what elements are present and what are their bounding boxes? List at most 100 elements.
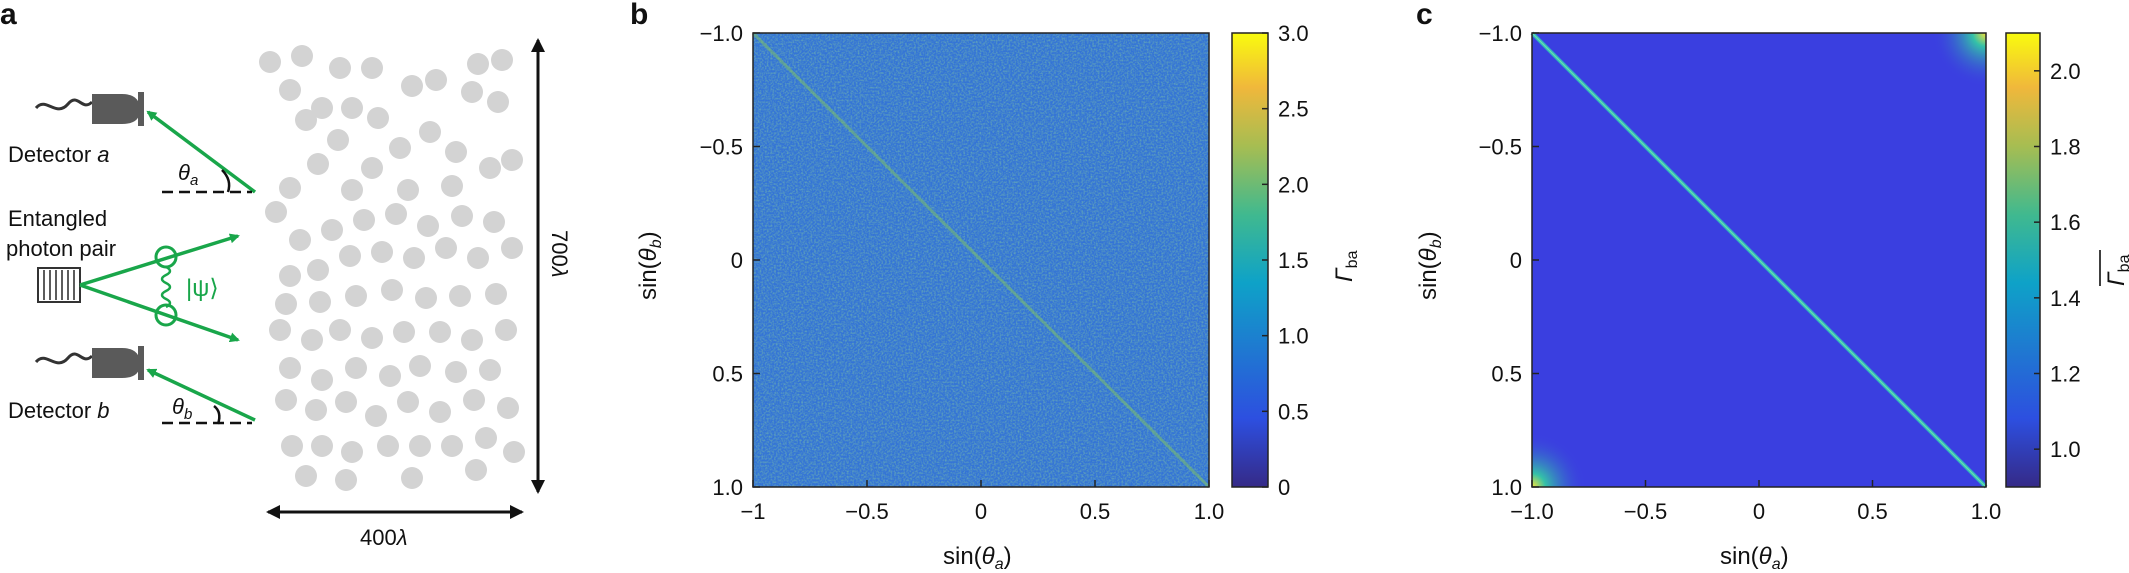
x-tick-label: 0.5 bbox=[1857, 499, 1888, 524]
scatterer bbox=[361, 327, 383, 349]
scatterer bbox=[451, 205, 473, 227]
scatterer bbox=[311, 369, 333, 391]
y-tick-label: 1.0 bbox=[1491, 475, 1522, 500]
y-tick-label: −1.0 bbox=[700, 21, 743, 46]
scatterer bbox=[295, 109, 317, 131]
scatterer bbox=[491, 49, 513, 71]
colorbar-tick-label: 2.0 bbox=[1278, 172, 1309, 197]
scatterer bbox=[377, 435, 399, 457]
colorbar-tick-label: 1.0 bbox=[2050, 437, 2081, 462]
scatterer bbox=[461, 329, 483, 351]
heatmap-b-diagonal bbox=[751, 31, 1211, 489]
y-tick-label: 1.0 bbox=[712, 475, 743, 500]
heatmap-c-ylabel: sin(θb) bbox=[1415, 231, 1445, 300]
scatterer bbox=[291, 45, 313, 67]
scatterer bbox=[425, 69, 447, 91]
scatterer bbox=[435, 237, 457, 259]
beam-to-detector-a bbox=[146, 110, 257, 194]
colorbar-tick-label: 1.6 bbox=[2050, 210, 2081, 235]
scatterer bbox=[401, 75, 423, 97]
y-tick-label: 0 bbox=[1510, 248, 1522, 273]
colorbar-tick-label: 1.2 bbox=[2050, 362, 2081, 387]
scatterer bbox=[269, 319, 291, 341]
colorbar-tick-label: 2.5 bbox=[1278, 97, 1309, 122]
x-tick-label: −1.0 bbox=[1510, 499, 1553, 524]
scatterer bbox=[365, 405, 387, 427]
scatterer bbox=[275, 389, 297, 411]
scatterer bbox=[445, 141, 467, 163]
scatterer bbox=[381, 279, 403, 301]
panel-b-letter: b bbox=[630, 0, 648, 31]
colorbar-c bbox=[2005, 32, 2041, 488]
scatterer bbox=[305, 399, 327, 421]
scatterer bbox=[307, 259, 329, 281]
scatterer bbox=[415, 287, 437, 309]
scatterer bbox=[461, 81, 483, 103]
x-tick-label: 0 bbox=[1753, 499, 1765, 524]
source-label-line2: photon pair bbox=[6, 236, 116, 261]
scatterer bbox=[465, 459, 487, 481]
scatterer bbox=[279, 357, 301, 379]
scatterer bbox=[379, 365, 401, 387]
scatterer bbox=[335, 469, 357, 491]
scatterer bbox=[281, 435, 303, 457]
heatmap-b-yaxis: −1.0 −0.5 0 0.5 1.0 bbox=[700, 21, 760, 500]
photon-beam-lower bbox=[79, 283, 240, 343]
scatterer bbox=[503, 441, 525, 463]
heatmap-c-yaxis: −1.0 −0.5 0 0.5 1.0 bbox=[1479, 21, 1539, 500]
photon-beam-upper bbox=[79, 233, 240, 287]
x-tick-label: 1.0 bbox=[1971, 499, 2002, 524]
y-tick-label: −1.0 bbox=[1479, 21, 1522, 46]
x-tick-label: −0.5 bbox=[1624, 499, 1667, 524]
scatterer bbox=[295, 465, 317, 487]
theta-b-label: θb bbox=[172, 394, 192, 423]
detector-a-label: Detector a bbox=[8, 142, 110, 167]
scatterer bbox=[327, 129, 349, 151]
heatmap-b-ylabel: sin(θb) bbox=[635, 231, 665, 300]
panel-a-letter: a bbox=[0, 0, 17, 31]
colorbar-c-label: Γba bbox=[2099, 250, 2129, 286]
entanglement-icon bbox=[154, 245, 178, 327]
colorbar-tick-label: 3.0 bbox=[1278, 21, 1309, 46]
heatmap-c bbox=[1530, 31, 1988, 489]
colorbar-tick-label: 1.4 bbox=[2050, 286, 2081, 311]
scatterer bbox=[371, 241, 393, 263]
scatterer bbox=[403, 247, 425, 269]
y-tick-label: −0.5 bbox=[700, 135, 743, 160]
scatterer bbox=[275, 293, 297, 315]
scatterer bbox=[501, 237, 523, 259]
scatterer bbox=[495, 319, 517, 341]
y-tick-label: −0.5 bbox=[1479, 135, 1522, 160]
svg-text:Γba: Γba bbox=[2103, 254, 2129, 286]
heatmap-c-xaxis: −1.0 −0.5 0 0.5 1.0 bbox=[1510, 480, 2001, 524]
scatterer bbox=[361, 157, 383, 179]
scatterer bbox=[429, 321, 451, 343]
scatterer bbox=[409, 435, 431, 457]
scatterer bbox=[341, 97, 363, 119]
colorbar-tick-label: 2.0 bbox=[2050, 59, 2081, 84]
scatterer bbox=[417, 215, 439, 237]
scatterer bbox=[467, 53, 489, 75]
theta-a-label: θa bbox=[178, 160, 198, 189]
panel-c: c −1.0 −0.5 0 0.5 1.0 −1.0 −0.5 0 0.5 1.0 sin(θa… bbox=[1415, 0, 2129, 573]
photon-source-icon bbox=[37, 267, 81, 303]
colorbar-b-label: Γba bbox=[1331, 250, 1361, 282]
colorbar-b-ticks: 3.0 2.5 2.0 1.5 1.0 0.5 0 bbox=[1262, 21, 1309, 500]
scatterer bbox=[311, 435, 333, 457]
colorbar-tick-label: 1.8 bbox=[2050, 135, 2081, 160]
panel-c-letter: c bbox=[1416, 0, 1433, 31]
state-label: |ψ⟩ bbox=[186, 275, 219, 302]
x-tick-label: −1 bbox=[740, 499, 765, 524]
scatterer bbox=[289, 229, 311, 251]
source-label-line1: Entangled bbox=[8, 206, 107, 231]
x-tick-label: 0.5 bbox=[1080, 499, 1111, 524]
detector-b-icon bbox=[34, 346, 144, 380]
scatterer bbox=[329, 57, 351, 79]
scatterer bbox=[409, 355, 431, 377]
scatterer bbox=[467, 247, 489, 269]
scatterer bbox=[419, 121, 441, 143]
scatterer bbox=[265, 201, 287, 223]
panel-a: a Detector a Detector b θa θb Entangled … bbox=[0, 0, 572, 550]
scatterer bbox=[449, 285, 471, 307]
